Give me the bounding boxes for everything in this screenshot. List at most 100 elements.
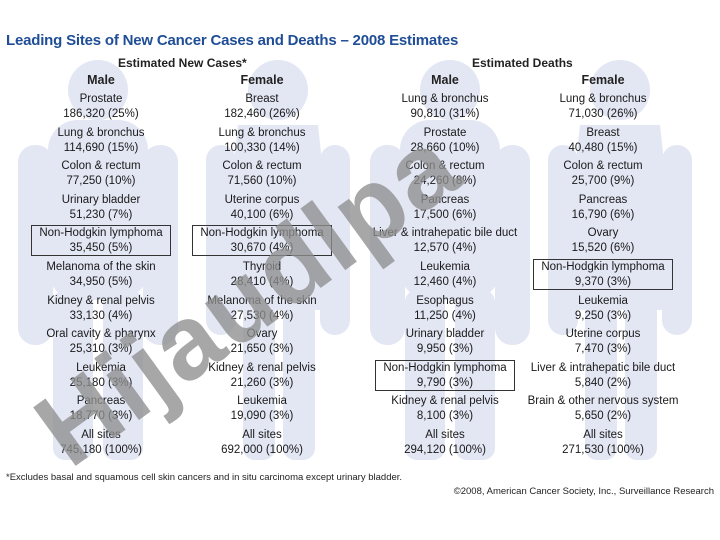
case-count-value: 24,260 (8%): [413, 175, 477, 188]
column-header: Male: [87, 73, 115, 87]
list-item: All sites 692,000 (100%): [176, 428, 348, 462]
case-count-value: 77,250 (10%): [66, 175, 136, 188]
list-item: Pancreas 17,500 (6%): [359, 193, 531, 227]
deaths-heading: Estimated Deaths: [472, 56, 573, 70]
case-count-value: 12,460 (4%): [413, 275, 477, 288]
list-item: Leukemia 9,250 (3%): [517, 294, 689, 328]
column-deaths-female: Lung & bronchus 71,030 (26%) Breast 40,480 …: [517, 92, 689, 462]
list-item: Liver & intrahepatic bile duct 5,840 (2%): [517, 361, 689, 395]
cancer-site-label: Uterine corpus: [565, 328, 641, 341]
case-count-value: 34,950 (5%): [69, 275, 133, 288]
list-item: Breast 182,460 (26%): [176, 92, 348, 126]
list-item: Colon & rectum 25,700 (9%): [517, 159, 689, 193]
column-new-cases-female: Breast 182,460 (26%) Lung & bronchus 100,33…: [176, 92, 348, 462]
case-count-value: 186,320 (25%): [63, 108, 139, 120]
list-item: Colon & rectum 24,260 (8%): [359, 159, 531, 193]
column-header: Male: [431, 73, 459, 87]
case-count-value: 16,790 (6%): [571, 208, 635, 221]
case-count-value: 25,700 (9%): [571, 175, 635, 188]
cancer-site-label: Pancreas: [76, 395, 126, 408]
case-count-value: 28,410 (4%): [230, 275, 294, 288]
case-count-value: 30,670 (4%): [230, 242, 294, 255]
cancer-site-label: Uterine corpus: [224, 193, 300, 206]
cancer-site-label: Non-Hodgkin lymphoma: [200, 227, 324, 240]
highlight-box: [533, 258, 673, 290]
cancer-site-label: Leukemia: [420, 260, 470, 273]
cancer-site-label: Leukemia: [76, 361, 126, 374]
list-item: Non-Hodgkin lymphoma 9,790 (3%): [359, 359, 531, 395]
list-item: Melanoma of the skin 34,950 (5%): [15, 260, 187, 294]
male-silhouette-right: [370, 60, 530, 460]
list-item: Prostate 28,660 (10%): [359, 126, 531, 160]
case-count-value: 71,030 (26%): [568, 108, 638, 120]
cancer-site-label: Brain & other nervous system: [527, 395, 679, 408]
cancer-site-label: Melanoma of the skin: [207, 294, 317, 307]
case-count-value: 15,520 (6%): [571, 242, 635, 255]
list-item: Leukemia 19,090 (3%): [176, 394, 348, 428]
cancer-site-label: Breast: [245, 93, 279, 105]
cancer-site-label: Urinary bladder: [405, 328, 485, 341]
case-count-value: 5,650 (2%): [574, 410, 632, 423]
highlight-box: [192, 225, 332, 257]
list-item: Urinary bladder 51,230 (7%): [15, 193, 187, 227]
case-count-value: 21,260 (3%): [230, 376, 294, 389]
cancer-site-label: Thyroid: [242, 260, 282, 273]
cancer-site-label: Lung & bronchus: [559, 93, 647, 105]
list-item: Kidney & renal pelvis 21,260 (3%): [176, 361, 348, 395]
cancer-site-label: Prostate: [79, 93, 123, 105]
cancer-site-label: Colon & rectum: [405, 160, 485, 173]
case-count-value: 90,810 (31%): [410, 108, 480, 120]
list-item: Melanoma of the skin 27,530 (4%): [176, 294, 348, 328]
cancer-site-label: Colon & rectum: [563, 160, 643, 173]
list-item: Leukemia 12,460 (4%): [359, 260, 531, 294]
case-count-value: 40,480 (15%): [568, 141, 638, 154]
cancer-site-label: All sites: [242, 428, 282, 441]
case-count-value: 271,530 (100%): [562, 443, 644, 456]
cancer-site-label: Lung & bronchus: [57, 126, 145, 139]
list-item: Non-Hodgkin lymphoma 9,370 (3%): [517, 258, 689, 294]
list-item: Pancreas 18,770 (3%): [15, 394, 187, 428]
female-silhouette-right: [548, 60, 692, 460]
cancer-site-label: Colon & rectum: [222, 160, 302, 173]
list-item: Leukemia 25,180 (3%): [15, 361, 187, 395]
case-count-value: 745,180 (100%): [60, 443, 142, 456]
list-item: Lung & bronchus 114,690 (15%): [15, 126, 187, 160]
case-count-value: 7,470 (3%): [574, 343, 632, 356]
cancer-site-label: Ovary: [246, 328, 278, 341]
case-count-value: 25,180 (3%): [69, 376, 133, 389]
case-count-value: 9,790 (3%): [416, 376, 474, 389]
column-header: Female: [240, 73, 284, 87]
cancer-site-label: Melanoma of the skin: [46, 260, 156, 273]
cancer-site-label: Lung & bronchus: [218, 126, 306, 139]
case-count-value: 5,840 (2%): [574, 376, 632, 389]
case-count-value: 9,950 (3%): [416, 343, 474, 356]
cancer-site-label: Kidney & renal pelvis: [208, 361, 316, 374]
footnote: *Excludes basal and squamous cell skin c…: [6, 472, 403, 483]
case-count-value: 33,130 (4%): [69, 309, 133, 322]
list-item: Lung & bronchus 100,330 (14%): [176, 126, 348, 160]
case-count-value: 114,690 (15%): [63, 141, 139, 154]
female-silhouette-left: [206, 60, 350, 460]
list-item: Urinary bladder 9,950 (3%): [359, 327, 531, 361]
male-silhouette-left: [18, 60, 178, 460]
cancer-site-label: Non-Hodgkin lymphoma: [541, 260, 665, 273]
cancer-site-label: Non-Hodgkin lymphoma: [383, 361, 507, 374]
case-count-value: 21,650 (3%): [230, 343, 294, 356]
list-item: Prostate 186,320 (25%): [15, 92, 187, 126]
cancer-site-label: All sites: [425, 428, 465, 441]
list-item: Lung & bronchus 71,030 (26%): [517, 92, 689, 126]
case-count-value: 18,770 (3%): [69, 410, 133, 423]
case-count-value: 25,310 (3%): [69, 343, 133, 356]
case-count-value: 9,250 (3%): [574, 309, 632, 322]
cancer-site-label: Kidney & renal pelvis: [47, 294, 155, 307]
case-count-value: 692,000 (100%): [221, 443, 303, 456]
cancer-site-label: Pancreas: [578, 193, 628, 206]
list-item: Breast 40,480 (15%): [517, 126, 689, 160]
copyright: ©2008, American Cancer Society, Inc., Su…: [453, 486, 714, 497]
highlight-box: [375, 359, 515, 391]
cancer-site-label: Liver & intrahepatic bile duct: [372, 227, 518, 240]
case-count-value: 9,370 (3%): [574, 275, 632, 288]
case-count-value: 12,570 (4%): [413, 242, 477, 255]
case-count-value: 71,560 (10%): [227, 175, 297, 188]
cancer-site-label: Leukemia: [237, 395, 287, 408]
